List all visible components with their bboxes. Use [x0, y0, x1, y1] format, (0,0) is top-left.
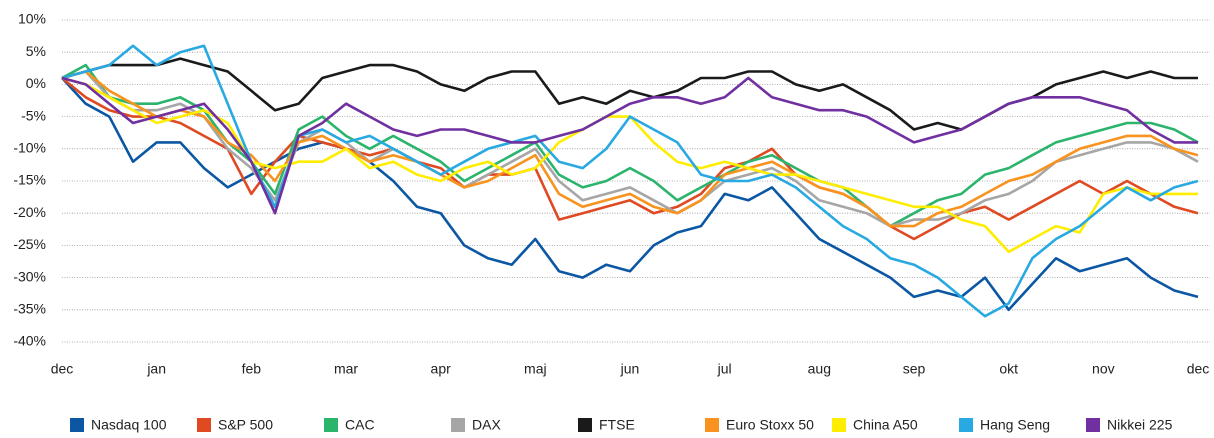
- legend-label: Hang Seng: [980, 417, 1050, 433]
- x-tick-label: okt: [999, 361, 1018, 377]
- series-line: [61, 77, 1199, 312]
- x-tick-label: mar: [334, 361, 358, 377]
- legend-label: FTSE: [599, 417, 635, 433]
- x-tick-label: dec: [1187, 361, 1210, 377]
- y-tick-label: -40%: [13, 333, 46, 349]
- legend-label: S&P 500: [218, 417, 273, 433]
- y-tick-label: -30%: [13, 268, 46, 284]
- y-tick-label: 5%: [26, 43, 46, 59]
- legend-swatch: [832, 418, 846, 432]
- x-tick-label: jun: [620, 361, 640, 377]
- legend-label: Nasdaq 100: [91, 417, 167, 433]
- legend-label: DAX: [472, 417, 501, 433]
- legend-swatch: [1086, 418, 1100, 432]
- legend-label: China A50: [853, 417, 918, 433]
- legend-label: Euro Stoxx 50: [726, 417, 814, 433]
- legend-label: CAC: [345, 417, 375, 433]
- legend-swatch: [705, 418, 719, 432]
- series-line: [61, 76, 1198, 215]
- legend-swatch: [324, 418, 338, 432]
- x-tick-label: sep: [903, 361, 926, 377]
- y-tick-label: -15%: [13, 172, 46, 188]
- x-tick-label: jan: [146, 361, 166, 377]
- legend-swatch: [197, 418, 211, 432]
- series-line: [61, 76, 1199, 241]
- legend-swatch: [578, 418, 592, 432]
- y-tick-label: -5%: [21, 107, 46, 123]
- y-tick-label: 10%: [18, 11, 46, 27]
- legend-swatch: [959, 418, 973, 432]
- y-tick-label: -20%: [13, 204, 46, 220]
- y-tick-label: -25%: [13, 236, 46, 252]
- x-tick-label: aug: [808, 361, 831, 377]
- x-tick-label: nov: [1092, 361, 1115, 377]
- series-line: [61, 70, 1199, 228]
- y-tick-label: -35%: [13, 301, 46, 317]
- legend-label: Nikkei 225: [1107, 417, 1173, 433]
- legend-swatch: [70, 418, 84, 432]
- series-line: [61, 70, 1199, 228]
- x-tick-label: apr: [431, 361, 452, 377]
- x-tick-label: dec: [51, 361, 74, 377]
- legend-swatch: [451, 418, 465, 432]
- x-tick-label: maj: [524, 361, 547, 377]
- y-tick-label: -10%: [13, 140, 46, 156]
- y-tick-label: 0%: [26, 75, 46, 91]
- x-tick-label: feb: [242, 361, 262, 377]
- x-tick-label: jul: [717, 361, 732, 377]
- series-line: [61, 57, 1198, 131]
